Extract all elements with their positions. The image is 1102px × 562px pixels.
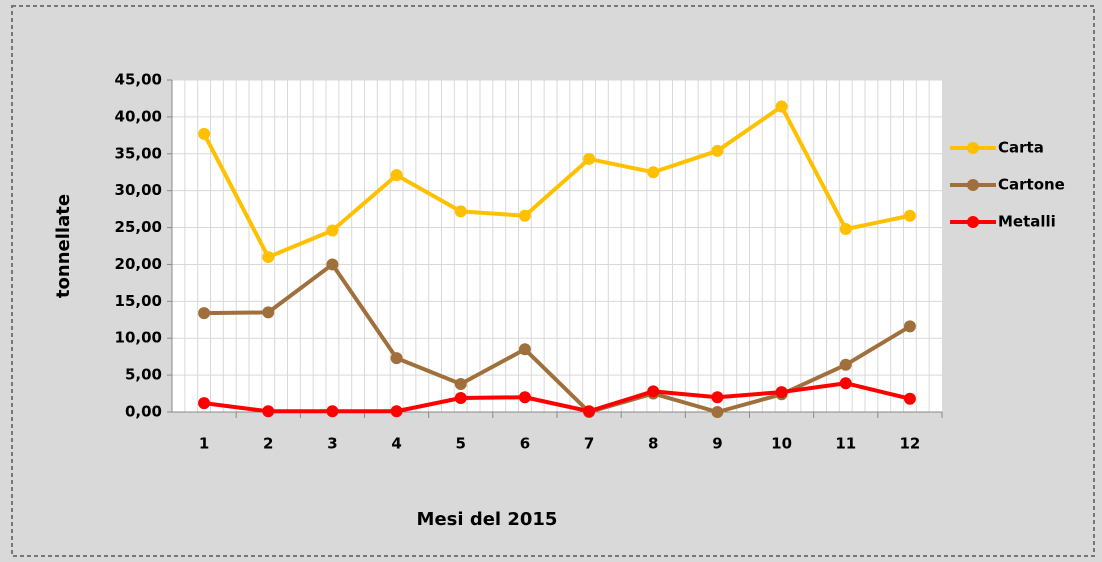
x-tick-label: 10 [771,435,792,453]
y-tick-label: 5,00 [125,366,162,384]
point [711,406,724,418]
y-tick-label: 35,00 [115,144,162,162]
point [198,127,211,140]
point [647,166,660,179]
point [390,352,403,365]
legend-label: Cartone [998,176,1065,194]
y-tick-label: 45,00 [115,71,162,89]
point [390,169,403,182]
x-tick-label: 9 [712,435,722,453]
series-line [202,104,911,260]
y-tick-label: 10,00 [115,329,162,347]
x-tick-label: 1 [199,435,209,453]
point [454,205,467,218]
point [839,377,852,390]
legend-label: Metalli [998,213,1056,231]
x-tick-label: 12 [899,435,920,453]
x-tick-label: 5 [456,435,466,453]
x-tick-label: 4 [391,435,401,453]
point [839,223,852,236]
y-tick-label: 30,00 [115,181,162,199]
x-tick-label: 2 [263,435,273,453]
point [390,405,403,418]
legend-label: Carta [998,139,1044,157]
point [775,386,788,399]
point [711,391,724,404]
point [262,251,275,264]
y-axis-label: tonnellate [53,194,74,298]
point [326,224,339,237]
x-tick-label: 8 [648,435,658,453]
point [198,397,211,410]
y-tick-label: 0,00 [125,403,162,421]
y-tick-label: 40,00 [115,107,162,125]
x-tick-label: 7 [584,435,594,453]
point [262,306,275,319]
point [518,209,531,222]
point [903,209,916,222]
x-axis-label: Mesi del 2015 [417,509,558,530]
point [903,392,916,405]
point [326,405,339,418]
point [198,307,211,320]
y-tick-label: 25,00 [115,218,162,236]
point [518,343,531,356]
point [711,144,724,157]
point [262,405,275,418]
frame [11,5,1095,557]
point [454,377,467,390]
point [454,391,467,404]
point [518,391,531,404]
legend-marker [967,216,979,228]
x-tick-label: 3 [327,435,337,453]
x-tick-label: 11 [835,435,856,453]
x-tick-label: 6 [520,435,530,453]
point [583,405,596,418]
point [775,100,788,113]
y-tick-label: 15,00 [115,292,162,310]
point [647,385,660,398]
legend-marker [967,142,979,154]
point [839,358,852,371]
point [326,258,339,271]
y-tick-label: 20,00 [115,255,162,273]
series-line [203,381,911,414]
point [903,320,916,333]
point [583,152,596,165]
legend-marker [967,179,979,191]
